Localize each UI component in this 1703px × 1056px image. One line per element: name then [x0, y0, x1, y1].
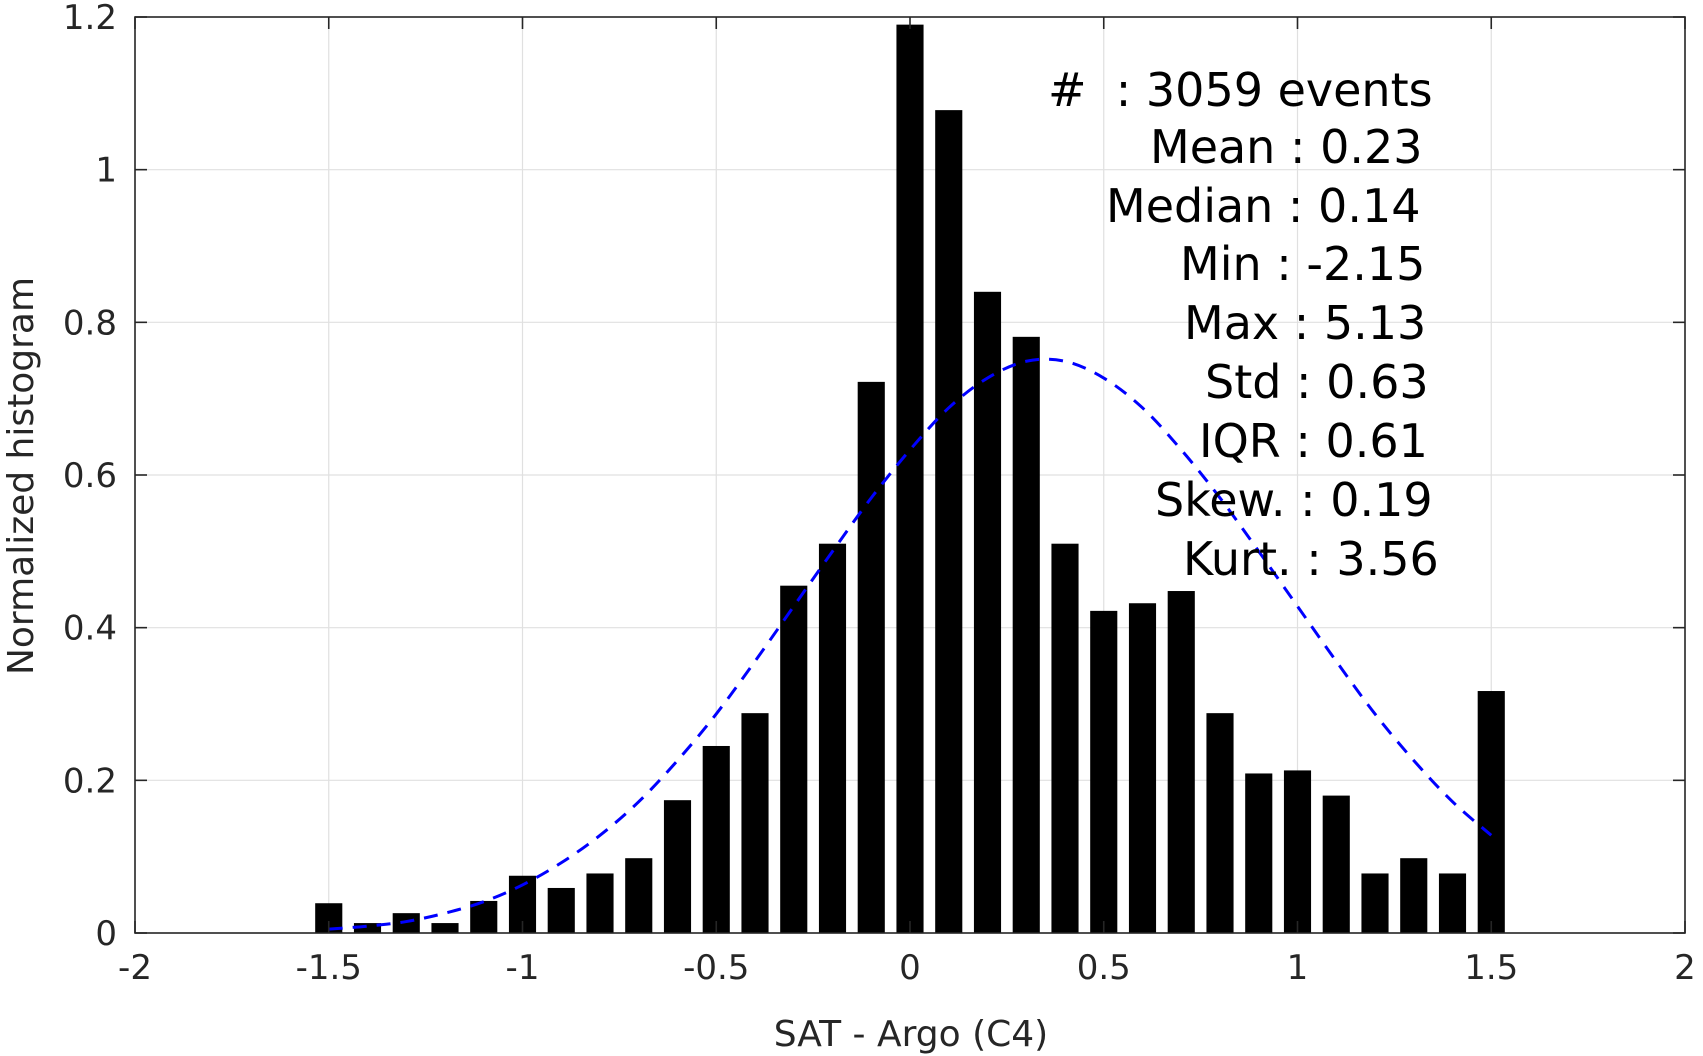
histogram-bar — [392, 913, 420, 933]
x-tick-label: 0 — [899, 948, 921, 988]
histogram-bar — [818, 543, 847, 933]
x-tick-label: -0.5 — [683, 948, 749, 988]
stat-median: Median : 0.14 — [1106, 179, 1420, 233]
x-tick-label: -2 — [118, 948, 152, 988]
y-tick-label: 0.2 — [63, 761, 117, 801]
stat-kurt: Kurt. : 3.56 — [1183, 532, 1439, 586]
x-tick-label: 2 — [1674, 948, 1696, 988]
y-tick-label: 0.8 — [63, 303, 117, 343]
stat-std: Std : 0.63 — [1205, 355, 1429, 409]
y-tick-label: 0.6 — [63, 456, 117, 496]
histogram-bar — [1361, 873, 1389, 933]
x-tick-label: 1.5 — [1464, 948, 1518, 988]
histogram-bar — [1012, 336, 1040, 933]
y-tick-label: 1.2 — [63, 0, 117, 38]
x-tick-label: 0.5 — [1077, 948, 1131, 988]
histogram-bar — [625, 858, 653, 933]
y-axis-label: Normalized histogram — [1, 277, 42, 675]
histogram-bar — [1090, 610, 1118, 933]
statistics-annotation: # : 3059 events Mean : 0.23 Median : 0.1… — [1048, 63, 1439, 586]
stat-iqr: IQR : 0.61 — [1199, 414, 1428, 468]
histogram-bar — [663, 800, 692, 933]
histogram-bar — [1051, 543, 1079, 933]
histogram-bar — [896, 24, 924, 933]
histogram-bar — [973, 291, 1002, 933]
stat-events: # : 3059 events — [1048, 63, 1433, 117]
histogram-bar — [431, 923, 459, 933]
gaussian-fit-curve — [328, 357, 1493, 931]
y-tick-label: 0.4 — [63, 609, 117, 649]
x-tick-labels: -2 -1.5 -1 -0.5 0 0.5 1 1.5 2 — [118, 948, 1696, 988]
y-tick-label: 0 — [95, 914, 117, 954]
histogram-bar — [1206, 713, 1234, 933]
histogram-bar — [586, 873, 614, 933]
histogram-bar — [1400, 858, 1428, 933]
histogram-bar — [1167, 591, 1195, 933]
histogram-bar — [857, 381, 885, 934]
histogram-bar — [741, 713, 769, 933]
histogram-bars — [315, 24, 1505, 934]
stat-skew: Skew. : 0.19 — [1155, 473, 1433, 527]
histogram-bar — [1283, 770, 1312, 933]
histogram-bar — [1322, 795, 1350, 933]
histogram-bar — [1438, 873, 1467, 933]
histogram-bar — [353, 923, 382, 933]
x-axis-label: SAT - Argo (C4) — [774, 1014, 1048, 1055]
x-tick-label: 1 — [1287, 948, 1309, 988]
stat-min: Min : -2.15 — [1180, 237, 1425, 291]
histogram-bar — [1477, 691, 1505, 933]
axes — [134, 16, 1686, 934]
stat-mean: Mean : 0.23 — [1150, 120, 1423, 174]
stat-max: Max : 5.13 — [1184, 296, 1426, 350]
y-tick-labels: 0 0.2 0.4 0.6 0.8 1 1.2 — [63, 0, 117, 954]
histogram-bar — [702, 745, 730, 933]
x-tick-label: -1.5 — [296, 948, 362, 988]
histogram-bar — [780, 585, 808, 933]
histogram-bar — [547, 887, 575, 933]
x-tick-label: -1 — [506, 948, 540, 988]
histogram-bar — [935, 110, 963, 934]
histogram-bar — [1245, 773, 1273, 933]
histogram-bar — [1128, 603, 1157, 933]
y-tick-label: 1 — [95, 151, 117, 191]
